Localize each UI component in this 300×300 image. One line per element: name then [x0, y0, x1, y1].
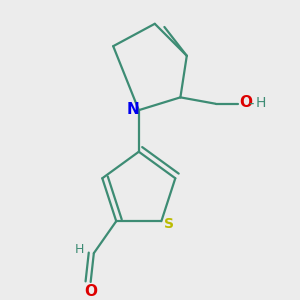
Text: S: S — [164, 217, 174, 231]
Text: H: H — [256, 96, 266, 110]
Text: O: O — [240, 95, 253, 110]
Text: -: - — [249, 96, 254, 111]
Text: O: O — [84, 284, 97, 299]
Text: H: H — [75, 244, 84, 256]
Text: N: N — [127, 102, 140, 117]
